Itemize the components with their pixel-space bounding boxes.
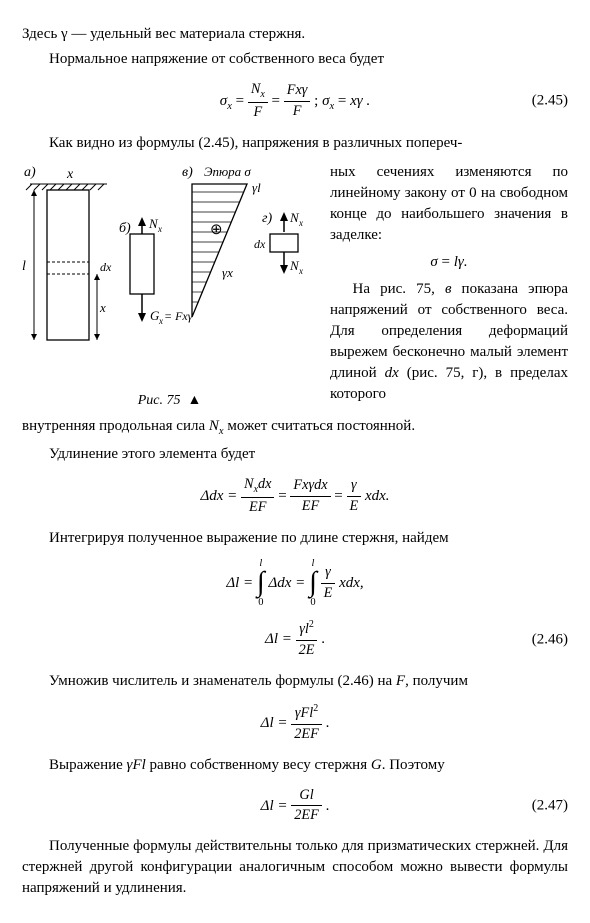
figure-75: а) x l x dx [22,162,317,411]
equation-dl-F: Δl = γFl22EF . [22,702,568,745]
svg-text:⊕: ⊕ [210,222,223,238]
para-2: Нормальное напряжение от собственного ве… [22,49,568,70]
equation-2-46: Δl = γl22E . (2.46) [22,618,568,661]
para-5: внутренняя продольная сила Nx может счит… [22,416,568,440]
para-4: На рис. 75, в показана эпюра напряжений … [330,279,568,405]
svg-text:б): б) [119,221,131,236]
svg-text:в): в) [182,165,193,180]
eq-num-245: (2.45) [532,91,568,112]
para-9: Выражение γFl равно собственному весу ст… [22,755,568,776]
figure-caption: Рис. 75 ▲ [22,391,317,411]
label-a: а) [24,165,36,180]
svg-text:= Fxγ: = Fxγ [164,309,193,323]
eq-num-246: (2.46) [532,629,568,650]
svg-text:г): г) [262,211,272,226]
para-8: Умножив числитель и знаменатель формулы … [22,671,568,692]
svg-text:dx: dx [254,237,266,251]
svg-text:x: x [66,167,74,182]
svg-text:x: x [157,224,162,234]
para-10: Полученные формулы действительны только … [22,836,568,899]
para-1: Здесь γ — удельный вес материала стержня… [22,24,568,45]
svg-text:dx: dx [100,260,112,274]
para-3b: ных сечениях изменяются по линейному зак… [330,162,568,246]
svg-text:x: x [99,300,106,315]
svg-text:γl: γl [252,180,261,195]
equation-delta-dx: Δdx = NxdxEF = FxγdxEF = γE xdx. [22,475,568,518]
svg-text:Эпюра σ: Эпюра σ [204,164,251,179]
svg-text:γx: γx [222,265,233,280]
svg-text:x: x [298,266,303,276]
para-3a: Как видно из формулы (2.45), напряжения … [22,133,568,154]
equation-integral: Δl = l∫0 Δdx = l∫0 γE xdx, [22,559,568,609]
eq-num-247: (2.47) [532,795,568,816]
equation-2-45: σx = NxF = FxγF ; σx = xγ . (2.45) [22,80,568,123]
svg-text:l: l [22,259,26,274]
equation-sigma-lg: σ = lγ. [330,252,568,273]
svg-text:x: x [298,218,303,228]
svg-text:x: x [158,316,163,326]
para-6: Удлинение этого элемента будет [22,444,568,465]
para-7: Интегрируя полученное выражение по длине… [22,528,568,549]
equation-2-47: Δl = Gl2EF . (2.47) [22,786,568,827]
